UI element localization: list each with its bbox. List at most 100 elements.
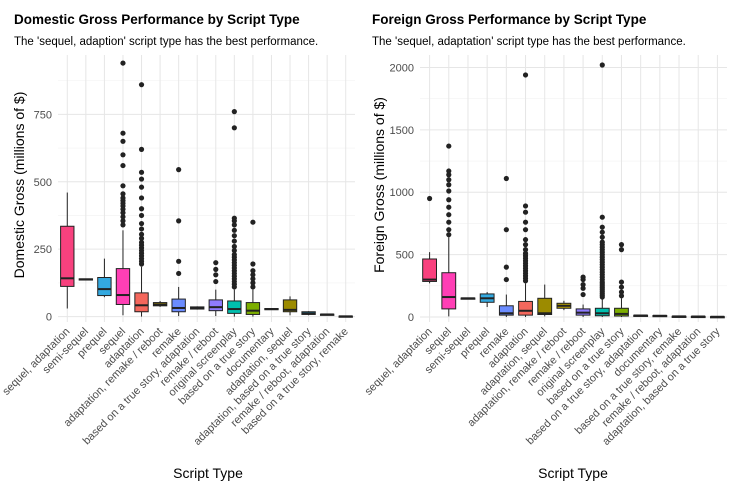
outlier-point	[120, 195, 126, 201]
outlier-point	[522, 237, 529, 243]
foreign-y-axis-title: Foreign Gross (millions of $)	[371, 97, 387, 273]
outlier-point	[250, 261, 256, 267]
box-8	[190, 306, 205, 310]
outlier-point	[250, 268, 256, 274]
outlier-point	[446, 219, 452, 225]
outlier-point	[176, 258, 182, 264]
outlier-point	[138, 226, 145, 232]
outlier-point	[446, 204, 452, 210]
outlier-point	[250, 276, 256, 282]
outlier-point	[599, 229, 605, 235]
box-4	[115, 60, 131, 316]
outlier-point	[138, 176, 145, 182]
box-iqr	[171, 298, 186, 313]
outlier-point	[120, 214, 126, 220]
outlier-point	[176, 270, 182, 277]
outlier-point	[446, 168, 452, 174]
box-2	[78, 278, 94, 281]
outlier-point	[522, 203, 529, 209]
outlier-point	[138, 169, 145, 175]
outlier-point	[522, 247, 529, 253]
outlier-point	[138, 231, 145, 237]
box-13	[282, 296, 298, 316]
outlier-point	[231, 243, 237, 250]
box-10	[227, 109, 242, 317]
box-9	[575, 274, 591, 318]
box-3	[460, 297, 476, 300]
outlier-point	[446, 197, 452, 203]
box-iqr	[422, 258, 438, 282]
box-15	[690, 315, 706, 319]
box-10	[594, 62, 610, 318]
outlier-point	[231, 227, 237, 233]
outlier-point	[599, 234, 605, 240]
box-iqr	[594, 307, 610, 317]
outlier-point	[231, 215, 237, 221]
outlier-point	[446, 182, 452, 188]
outlier-point	[138, 184, 145, 190]
outlier-point	[618, 284, 625, 290]
foreign-x-axis-title: Script Type	[538, 465, 608, 481]
outlier-point	[446, 188, 452, 194]
domestic-x-axis-title: Script Type	[173, 465, 243, 481]
box-iqr	[227, 300, 242, 314]
outlier-point	[426, 195, 433, 202]
outlier-point	[618, 279, 625, 285]
foreign-chart-title: Foreign Gross Performance by Script Type	[372, 12, 647, 27]
outlier-point	[231, 251, 237, 258]
outlier-point	[138, 82, 145, 88]
outlier-point	[250, 219, 256, 225]
foreign-gross-chart: Foreign Gross Performance by Script Type…	[363, 12, 727, 481]
box-6	[152, 300, 168, 307]
box-iqr	[498, 305, 514, 316]
box-7	[171, 167, 186, 317]
outlier-point	[213, 260, 219, 266]
outlier-point	[503, 175, 509, 182]
box-iqr	[537, 297, 553, 316]
outlier-point	[138, 195, 145, 201]
outlier-point	[120, 218, 126, 224]
box-11	[245, 219, 261, 317]
box-11	[614, 242, 629, 318]
outlier-point	[522, 72, 529, 78]
box-iqr	[60, 225, 75, 287]
box-12	[264, 308, 279, 311]
box-14	[671, 315, 687, 318]
x-tick-label: sequel, adaptation	[363, 326, 435, 398]
outlier-point	[138, 235, 145, 241]
outlier-point	[231, 247, 237, 254]
outlier-point	[176, 218, 182, 224]
outlier-point	[580, 281, 586, 288]
outlier-point	[503, 276, 509, 283]
outlier-point	[213, 266, 219, 273]
outlier-point	[138, 220, 145, 227]
box-13	[652, 314, 668, 318]
box-1	[422, 195, 438, 284]
outlier-point	[120, 183, 126, 189]
domestic-chart-subtitle: The 'sequel, adaption' script type has t…	[14, 36, 318, 48]
box-16	[709, 315, 725, 319]
outlier-point	[618, 289, 625, 295]
outlier-point	[120, 60, 126, 66]
outlier-point	[120, 222, 126, 228]
y-tick-label: 1000	[390, 187, 414, 199]
outlier-point	[599, 239, 605, 245]
box-5	[498, 175, 514, 318]
foreign-chart-subtitle: The 'sequel, adaptation' script type has…	[372, 36, 686, 48]
outlier-point	[231, 125, 237, 131]
box-iqr	[245, 302, 261, 315]
y-tick-label: 0	[408, 312, 414, 324]
outlier-point	[503, 227, 509, 233]
box-iqr	[208, 299, 223, 312]
outlier-point	[503, 264, 509, 270]
outlier-point	[250, 284, 256, 290]
y-tick-label: 1500	[390, 125, 414, 137]
outlier-point	[618, 242, 625, 248]
outlier-point	[580, 291, 586, 298]
box-15	[319, 313, 335, 316]
outlier-point	[522, 242, 529, 248]
outlier-point	[580, 274, 586, 280]
outlier-point	[618, 293, 625, 299]
box-iqr	[115, 268, 131, 305]
box-iqr	[134, 292, 149, 313]
